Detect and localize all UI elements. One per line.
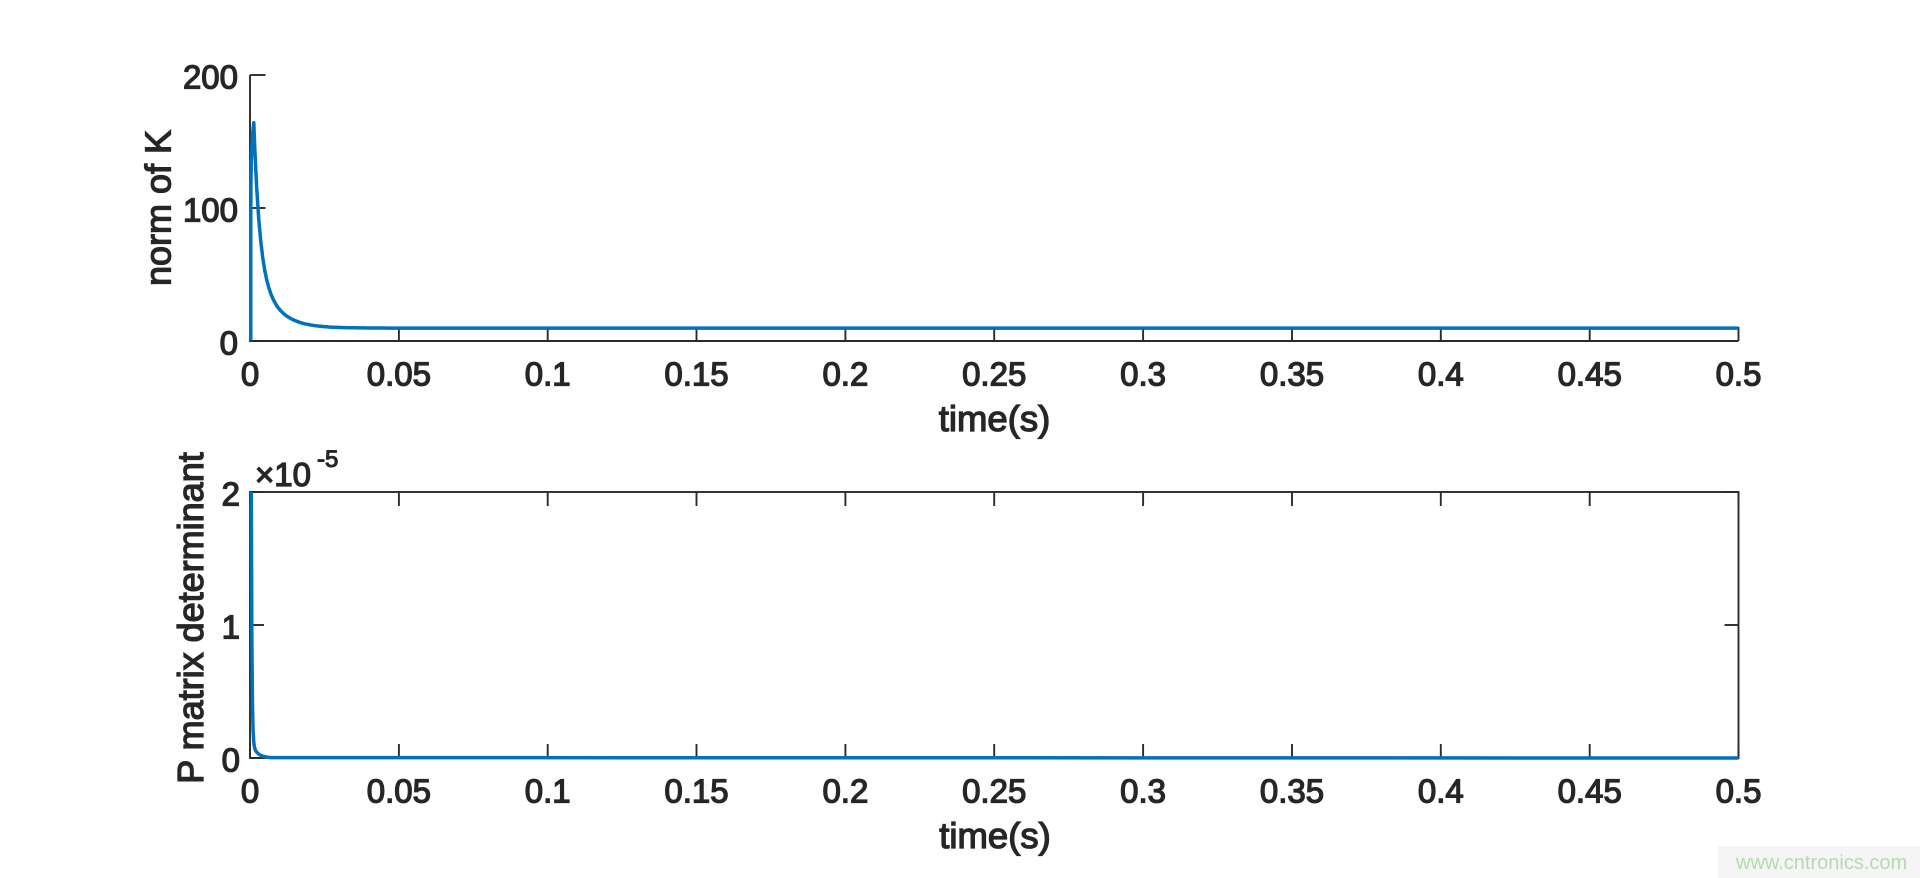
svg-text:×10: ×10 <box>255 456 311 493</box>
svg-text:100: 100 <box>183 191 238 228</box>
svg-text:www.cntronics.com: www.cntronics.com <box>1735 852 1907 874</box>
svg-text:0.15: 0.15 <box>664 356 728 393</box>
svg-text:0.2: 0.2 <box>822 773 868 810</box>
svg-text:0.45: 0.45 <box>1558 773 1622 810</box>
svg-text:0.25: 0.25 <box>962 356 1026 393</box>
svg-text:0.05: 0.05 <box>367 773 431 810</box>
svg-text:0.35: 0.35 <box>1260 773 1324 810</box>
svg-text:time(s): time(s) <box>939 815 1051 856</box>
svg-text:0.5: 0.5 <box>1716 356 1762 393</box>
svg-text:0.05: 0.05 <box>367 356 431 393</box>
svg-text:0.45: 0.45 <box>1558 356 1622 393</box>
svg-text:0: 0 <box>222 741 240 778</box>
svg-text:0.4: 0.4 <box>1418 356 1464 393</box>
svg-text:0.25: 0.25 <box>962 773 1026 810</box>
svg-text:0.5: 0.5 <box>1716 773 1762 810</box>
svg-text:P matrix determinant: P matrix determinant <box>170 452 211 783</box>
svg-text:0: 0 <box>241 773 259 810</box>
svg-text:200: 200 <box>183 58 238 95</box>
svg-text:0.4: 0.4 <box>1418 773 1464 810</box>
svg-text:0.1: 0.1 <box>525 773 571 810</box>
svg-text:0.2: 0.2 <box>822 356 868 393</box>
svg-text:time(s): time(s) <box>939 398 1051 439</box>
svg-text:0: 0 <box>220 324 238 361</box>
svg-text:2: 2 <box>222 475 240 512</box>
svg-text:0.35: 0.35 <box>1260 356 1324 393</box>
svg-text:0: 0 <box>241 356 259 393</box>
svg-text:0.1: 0.1 <box>525 356 571 393</box>
svg-text:-5: -5 <box>317 446 338 473</box>
svg-text:0.15: 0.15 <box>664 773 728 810</box>
svg-text:1: 1 <box>222 608 240 645</box>
svg-text:norm of K: norm of K <box>138 130 179 286</box>
svg-text:0.3: 0.3 <box>1120 356 1166 393</box>
svg-text:0.3: 0.3 <box>1120 773 1166 810</box>
